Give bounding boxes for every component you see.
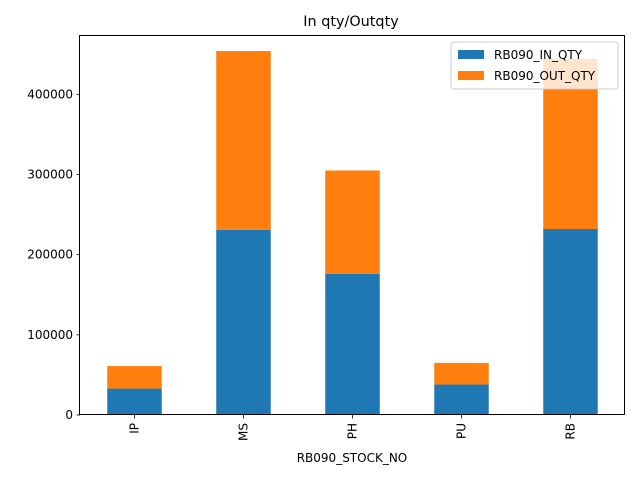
bar-ms-out-qty bbox=[216, 51, 271, 230]
y-tick-label: 0 bbox=[65, 408, 73, 422]
plot-frame bbox=[79, 35, 625, 415]
y-tick-label: 100000 bbox=[27, 328, 73, 342]
bar-ph-out-qty bbox=[325, 170, 380, 274]
x-tick-label-pu: PU bbox=[455, 423, 469, 439]
y-tick-label: 200000 bbox=[27, 248, 73, 262]
bar-pu-out-qty bbox=[434, 362, 489, 385]
x-axis: IP MS PH PU RB bbox=[128, 415, 578, 441]
x-tick-label-ph: PH bbox=[346, 423, 360, 439]
x-tick-label-ip: IP bbox=[128, 423, 142, 434]
legend-entry-label: RB090_OUT_QTY bbox=[494, 69, 596, 83]
bars-layer bbox=[107, 51, 598, 415]
bar-pu-in-qty bbox=[434, 384, 489, 415]
bar-rb-in-qty bbox=[543, 229, 598, 415]
chart-title: In qty/Outqty bbox=[303, 14, 399, 30]
legend-box bbox=[450, 41, 619, 90]
x-tick-label-rb: RB bbox=[564, 423, 578, 440]
bar-ph-in-qty bbox=[325, 273, 380, 415]
y-tick-label: 300000 bbox=[27, 167, 73, 181]
x-tick-label-ms: MS bbox=[237, 423, 251, 441]
bar-ms-in-qty bbox=[216, 229, 271, 415]
legend-swatch bbox=[458, 50, 484, 59]
bar-ip-out-qty bbox=[107, 366, 162, 389]
x-axis-label: RB090_STOCK_NO bbox=[297, 451, 408, 465]
bar-ip-in-qty bbox=[107, 388, 162, 415]
legend-entry-label: RB090_IN_QTY bbox=[494, 48, 583, 62]
legend: RB090_IN_QTY RB090_OUT_QTY bbox=[450, 41, 619, 90]
y-axis: 0 100000 200000 300000 400000 bbox=[27, 87, 80, 422]
y-tick-label: 400000 bbox=[27, 87, 73, 101]
legend-swatch bbox=[458, 71, 484, 80]
